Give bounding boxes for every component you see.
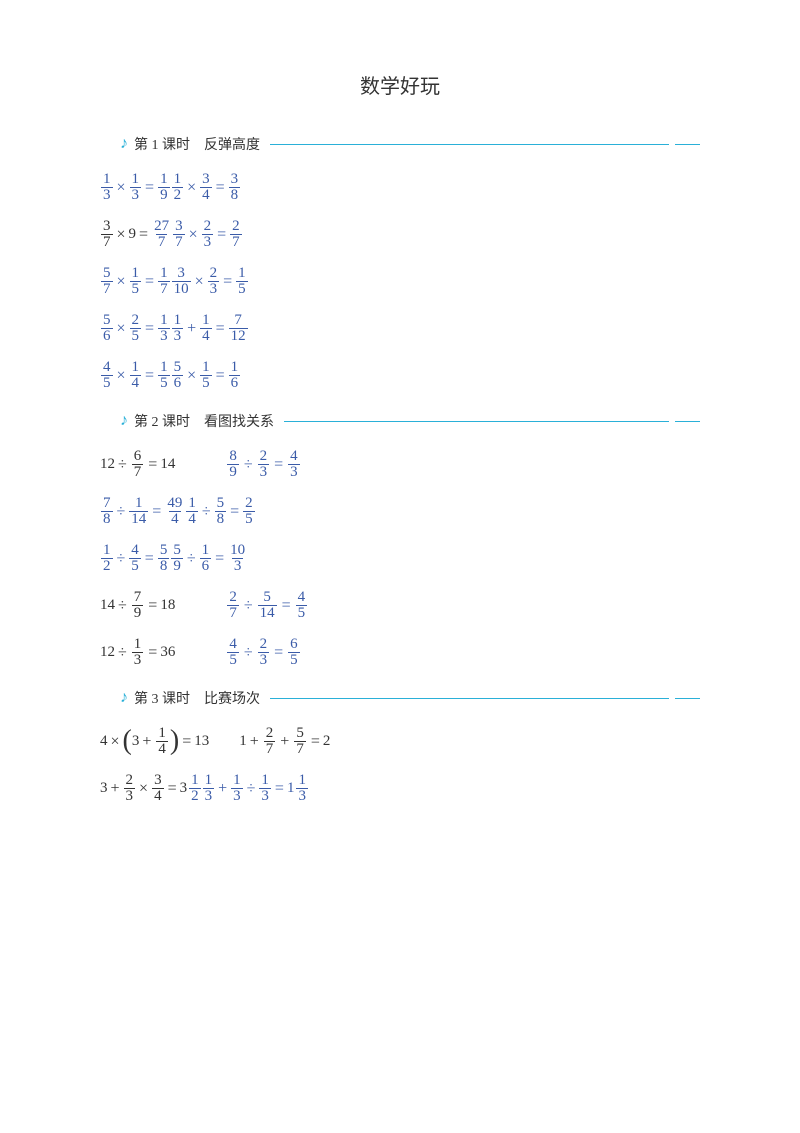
music-note-icon: ♪ xyxy=(120,135,128,153)
section-title-2: 第 2 课时 看图找关系 xyxy=(134,411,274,431)
fraction: 12 xyxy=(189,773,201,804)
fraction: 34 xyxy=(152,773,164,804)
section-line-dash xyxy=(675,144,700,145)
equation-row: 45 × 14 = 15 56 × 15 = 16 xyxy=(100,360,700,391)
fraction: 514 xyxy=(258,590,277,621)
section-line-dash xyxy=(675,698,700,699)
fraction: 23 xyxy=(258,637,270,668)
fraction: 13 xyxy=(296,773,308,804)
fraction: 89 xyxy=(227,449,239,480)
fraction: 79 xyxy=(132,590,144,621)
fraction: 67 xyxy=(132,449,144,480)
equation-row: 4× ( 3+ 14 ) =13 1+ 27 + 57 =2 xyxy=(100,726,700,757)
fraction: 38 xyxy=(229,172,241,203)
page: 数学好玩 ♪ 第 1 课时 反弹高度 13 × 13 = 19 12 × 34 … xyxy=(0,0,800,860)
fraction: 57 xyxy=(294,726,306,757)
equation-row: 57 × 15 = 17 310 × 23 = 15 xyxy=(100,266,700,297)
section-title-3: 第 3 课时 比赛场次 xyxy=(134,688,260,708)
fraction: 17 xyxy=(158,266,170,297)
equation-row: 12÷ 67 =14 89 ÷ 23 = 43 xyxy=(100,449,700,480)
fraction: 37 xyxy=(101,219,113,250)
fraction: 494 xyxy=(165,496,184,527)
fraction: 25 xyxy=(243,496,255,527)
fraction: 45 xyxy=(101,360,113,391)
fraction: 12 xyxy=(101,543,113,574)
fraction: 23 xyxy=(202,219,214,250)
fraction: 16 xyxy=(229,360,241,391)
fraction: 14 xyxy=(200,313,212,344)
fraction: 14 xyxy=(130,360,142,391)
fraction: 13 xyxy=(130,172,142,203)
page-title: 数学好玩 xyxy=(100,70,700,99)
fraction: 277 xyxy=(152,219,171,250)
equation-row: 3+ 23 × 34 = 3 12 13 + 13 ÷ 13 = 1 13 xyxy=(100,773,700,804)
section-line-dash xyxy=(675,421,700,422)
fraction: 13 xyxy=(259,773,271,804)
music-note-icon: ♪ xyxy=(120,689,128,707)
fraction: 13 xyxy=(101,172,113,203)
fraction: 14 xyxy=(156,726,168,757)
fraction: 56 xyxy=(172,360,184,391)
section-header-3: ♪ 第 3 课时 比赛场次 xyxy=(120,688,700,708)
fraction: 34 xyxy=(200,172,212,203)
fraction: 45 xyxy=(296,590,308,621)
fraction: 15 xyxy=(236,266,248,297)
fraction: 45 xyxy=(129,543,141,574)
fraction: 37 xyxy=(173,219,185,250)
equation-row: 12÷ 13 =36 45 ÷ 23 = 65 xyxy=(100,637,700,668)
fraction: 14 xyxy=(186,496,198,527)
equation-row: 78 ÷ 114 = 494 14 ÷ 58 = 25 xyxy=(100,496,700,527)
equation-row: 37 ×9= 277 37 × 23 = 27 xyxy=(100,219,700,250)
section-line xyxy=(270,144,669,145)
fraction: 15 xyxy=(200,360,212,391)
fraction: 45 xyxy=(227,637,239,668)
fraction: 23 xyxy=(258,449,270,480)
fraction: 16 xyxy=(200,543,212,574)
fraction: 27 xyxy=(227,590,239,621)
fraction: 27 xyxy=(230,219,242,250)
equation-row: 12 ÷ 45 = 58 59 ÷ 16 = 103 xyxy=(100,543,700,574)
fraction: 65 xyxy=(288,637,300,668)
fraction: 58 xyxy=(158,543,170,574)
fraction: 310 xyxy=(172,266,191,297)
fraction: 13 xyxy=(172,313,184,344)
fraction: 15 xyxy=(130,266,142,297)
fraction: 27 xyxy=(264,726,276,757)
fraction: 59 xyxy=(171,543,183,574)
fraction: 19 xyxy=(158,172,170,203)
section-line xyxy=(270,698,669,699)
section-title-1: 第 1 课时 反弹高度 xyxy=(134,134,260,154)
music-note-icon: ♪ xyxy=(120,412,128,430)
section-header-2: ♪ 第 2 课时 看图找关系 xyxy=(120,411,700,431)
equation-row: 14÷ 79 =18 27 ÷ 514 = 45 xyxy=(100,590,700,621)
fraction: 13 xyxy=(203,773,215,804)
fraction: 712 xyxy=(229,313,248,344)
fraction: 58 xyxy=(215,496,227,527)
fraction: 15 xyxy=(158,360,170,391)
section-header-1: ♪ 第 1 课时 反弹高度 xyxy=(120,134,700,154)
fraction: 25 xyxy=(130,313,142,344)
fraction: 13 xyxy=(158,313,170,344)
equation-row: 56 × 25 = 13 13 + 14 = 712 xyxy=(100,313,700,344)
fraction: 13 xyxy=(132,637,144,668)
fraction: 43 xyxy=(288,449,300,480)
fraction: 23 xyxy=(124,773,136,804)
fraction: 114 xyxy=(129,496,148,527)
fraction: 12 xyxy=(172,172,184,203)
fraction: 13 xyxy=(231,773,243,804)
fraction: 57 xyxy=(101,266,113,297)
fraction: 103 xyxy=(228,543,247,574)
fraction: 56 xyxy=(101,313,113,344)
section-line xyxy=(284,421,669,422)
fraction: 78 xyxy=(101,496,113,527)
equation-row: 13 × 13 = 19 12 × 34 = 38 xyxy=(100,172,700,203)
fraction: 23 xyxy=(208,266,220,297)
